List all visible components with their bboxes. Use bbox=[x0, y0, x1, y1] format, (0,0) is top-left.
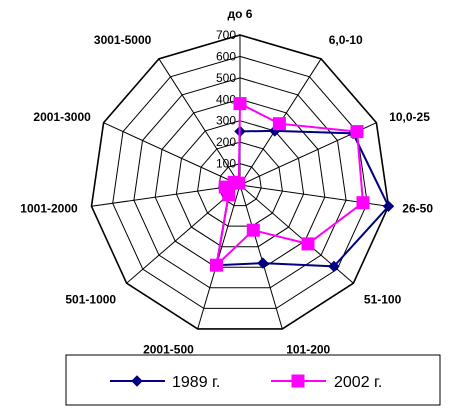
grid-ring bbox=[154, 98, 326, 268]
category-label: 51-100 bbox=[364, 292, 402, 306]
tick-label: 300 bbox=[216, 114, 236, 128]
legend-label-1989: 1989 г. bbox=[172, 374, 220, 391]
data-point bbox=[232, 176, 246, 190]
legend-marker-1989 bbox=[131, 375, 143, 387]
legend-marker-2002 bbox=[291, 374, 305, 388]
grid-ring bbox=[112, 55, 368, 309]
category-label: 2001-500 bbox=[143, 342, 194, 356]
tick-label: 200 bbox=[216, 135, 236, 149]
category-label: 501-1000 bbox=[65, 292, 116, 306]
tick-label: 600 bbox=[216, 49, 236, 63]
grid-spoke bbox=[158, 58, 241, 186]
grid-ring bbox=[218, 163, 262, 207]
data-point bbox=[301, 237, 315, 251]
grid-spoke bbox=[126, 184, 241, 284]
category-label: 26-50 bbox=[402, 201, 433, 215]
legend-label-2002: 2002 г. bbox=[334, 374, 382, 391]
tick-label: 400 bbox=[216, 92, 236, 106]
category-label: 3001-5000 bbox=[94, 33, 152, 47]
grid-ring bbox=[175, 120, 305, 248]
legend: 1989 г. 2002 г. bbox=[65, 354, 441, 406]
grid-spoke bbox=[103, 122, 241, 186]
data-point bbox=[328, 260, 340, 273]
data-point bbox=[272, 117, 286, 131]
data-point bbox=[233, 97, 247, 111]
category-label: 101-200 bbox=[286, 342, 330, 356]
radial-axis-ticks: 0100200300400500600700 bbox=[216, 28, 236, 192]
data-point bbox=[382, 200, 395, 213]
grid-spoke bbox=[91, 184, 241, 207]
grid-ring bbox=[197, 141, 283, 227]
legend-item-2002: 2002 г. bbox=[271, 374, 382, 391]
data-series bbox=[210, 97, 395, 273]
tick-label: 100 bbox=[216, 157, 236, 171]
data-point bbox=[246, 223, 260, 237]
legend-item-1989: 1989 г. bbox=[110, 374, 220, 391]
data-point bbox=[356, 196, 370, 210]
grid-ring bbox=[90, 34, 390, 330]
category-label: 1001-2000 bbox=[20, 201, 78, 215]
category-label: 2001-3000 bbox=[33, 110, 91, 124]
category-label: до 6 bbox=[228, 7, 253, 21]
tick-label: 500 bbox=[216, 71, 236, 85]
data-point bbox=[210, 258, 223, 272]
tick-label: 700 bbox=[216, 28, 236, 42]
data-point bbox=[350, 125, 364, 139]
grid-spoke bbox=[239, 184, 283, 330]
data-point bbox=[257, 257, 269, 269]
category-label: 10,0-25 bbox=[389, 110, 430, 124]
category-label: 6,0-10 bbox=[329, 33, 363, 47]
category-labels: до 6 6,0-10 10,0-25 26-50 51-100 101-200 2001-… bbox=[20, 7, 433, 356]
